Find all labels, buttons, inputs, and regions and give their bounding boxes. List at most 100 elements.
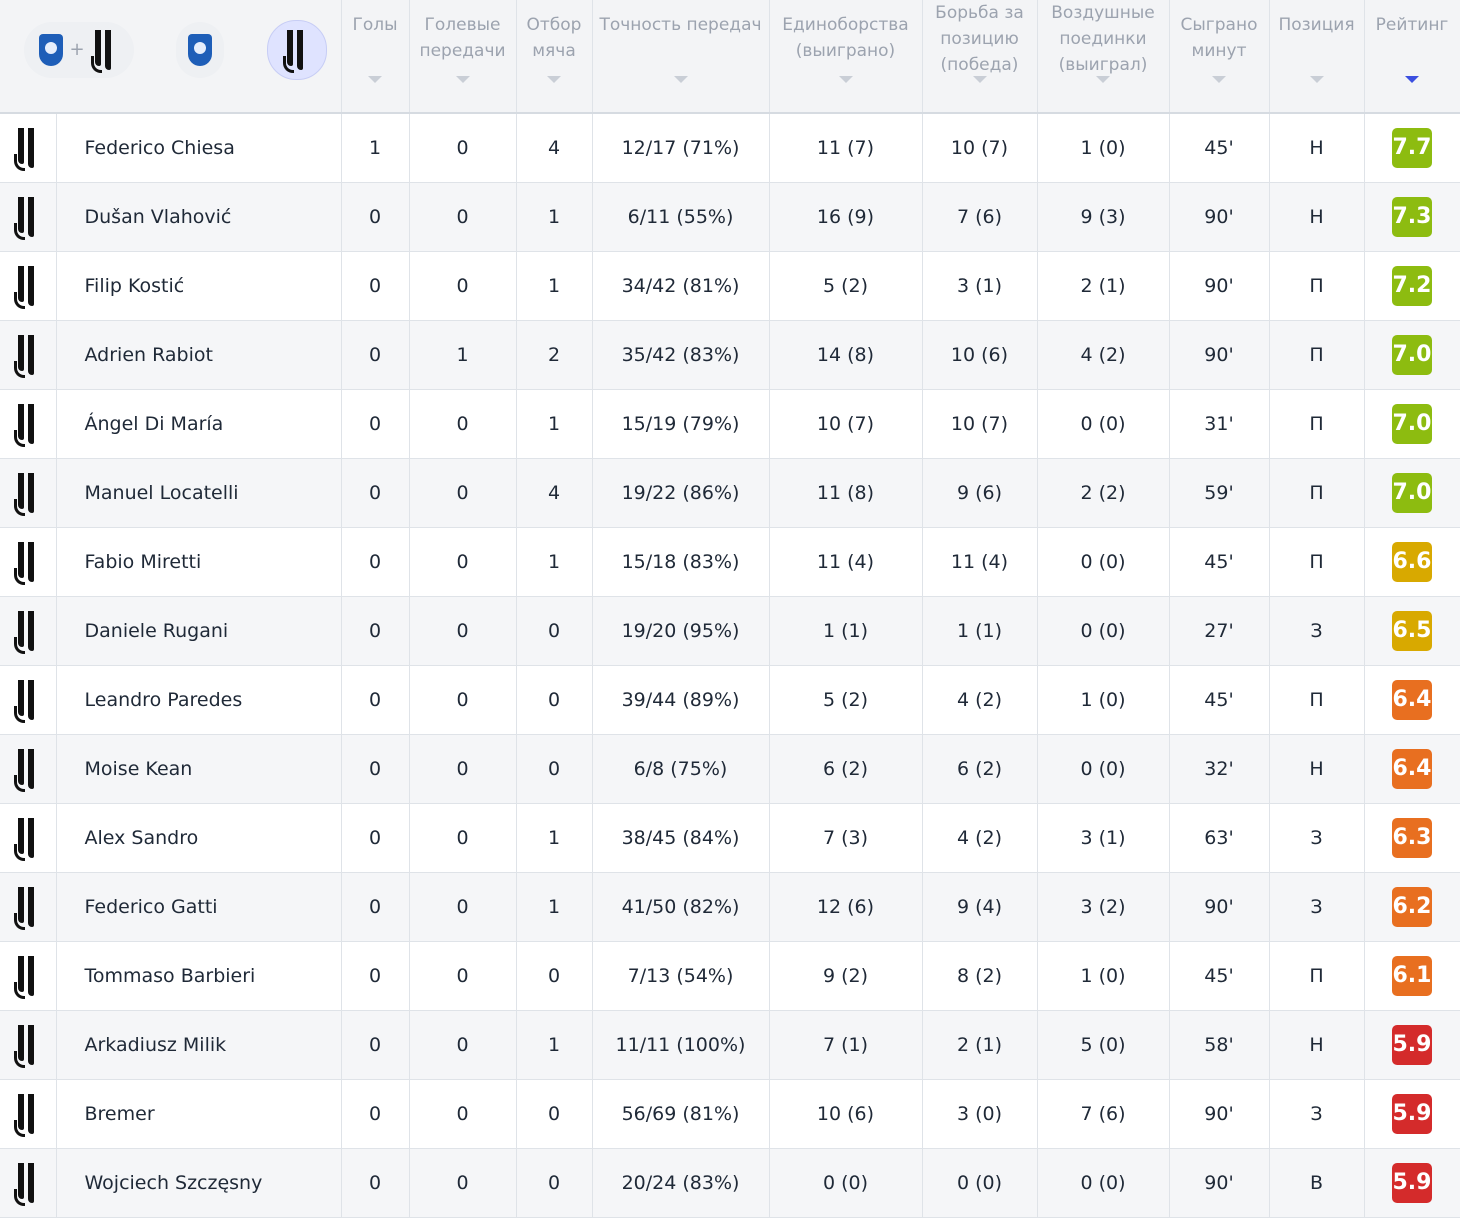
rating-cell: 6.4	[1364, 734, 1460, 803]
player-name[interactable]: Manuel Locatelli	[56, 458, 342, 527]
column-header-label: Воздушные поединки (выиграл)	[1051, 3, 1155, 75]
team-selector: +	[0, 0, 342, 114]
table-row[interactable]: Fabio Miretti 0 0 1 15/18 (83%) 11 (4) 11 (4) 0…	[0, 527, 1460, 596]
stat-aerial-duels: 9 (3)	[1037, 182, 1170, 251]
sort-arrow-icon	[455, 76, 470, 83]
rating-cell: 6.2	[1364, 872, 1460, 941]
player-name[interactable]: Filip Kostić	[56, 251, 342, 320]
stat-assists: 0	[409, 1010, 517, 1079]
stat-minutes: 58'	[1169, 1010, 1270, 1079]
plus-sign: +	[69, 39, 85, 60]
stat-assists: 1	[409, 320, 517, 389]
stat-aerial-duels: 0 (0)	[1037, 734, 1170, 803]
team-crest-cell	[0, 1010, 57, 1079]
stat-ground-duels: 1 (1)	[922, 596, 1038, 665]
stat-pass-accuracy: 39/44 (89%)	[592, 665, 770, 734]
column-header-label: Борьба за позицию (победа)	[935, 3, 1024, 75]
stat-assists: 0	[409, 182, 517, 251]
both-teams-button[interactable]: +	[24, 22, 134, 78]
stat-pass-accuracy: 15/18 (83%)	[592, 527, 770, 596]
column-header-rating[interactable]: Рейтинг	[1364, 0, 1460, 114]
juventus-crest-icon	[13, 196, 42, 240]
home-team-button[interactable]	[176, 22, 225, 78]
stat-goals: 0	[341, 803, 410, 872]
sort-arrow-icon	[1309, 76, 1324, 83]
stat-minutes: 90'	[1169, 182, 1270, 251]
player-name[interactable]: Daniele Rugani	[56, 596, 342, 665]
rating-badge: 5.9	[1392, 1162, 1432, 1203]
stat-duels: 14 (8)	[769, 320, 923, 389]
table-row[interactable]: Wojciech Szczęsny 0 0 0 20/24 (83%) 0 (0) 0 (0…	[0, 1148, 1460, 1217]
stat-assists: 0	[409, 1148, 517, 1217]
team-crest-cell	[0, 1079, 57, 1148]
column-header-position[interactable]: Позиция	[1269, 0, 1365, 114]
stat-aerial-duels: 3 (1)	[1037, 803, 1170, 872]
away-team-button[interactable]	[266, 20, 327, 80]
table-row[interactable]: Alex Sandro 0 0 1 38/45 (84%) 7 (3) 4 (2) 3 (1)…	[0, 803, 1460, 872]
stat-duels: 5 (2)	[769, 251, 923, 320]
stat-pass-accuracy: 34/42 (81%)	[592, 251, 770, 320]
stat-tackles: 1	[516, 803, 593, 872]
column-header-tackles[interactable]: Отбор мяча	[516, 0, 593, 114]
column-header-duels[interactable]: Единоборства (выиграно)	[769, 0, 923, 114]
stat-position: З	[1269, 803, 1365, 872]
player-name[interactable]: Arkadiusz Milik	[56, 1010, 342, 1079]
player-name[interactable]: Adrien Rabiot	[56, 320, 342, 389]
table-row[interactable]: Arkadiusz Milik 0 0 1 11/11 (100%) 7 (1) 2 (1)…	[0, 1010, 1460, 1079]
player-name[interactable]: Tommaso Barbieri	[56, 941, 342, 1010]
player-name[interactable]: Bremer	[56, 1079, 342, 1148]
player-name[interactable]: Fabio Miretti	[56, 527, 342, 596]
player-name[interactable]: Leandro Paredes	[56, 665, 342, 734]
table-row[interactable]: Ángel Di María 0 0 1 15/19 (79%) 10 (7) 10 (7)…	[0, 389, 1460, 458]
player-name[interactable]: Moise Kean	[56, 734, 342, 803]
stat-duels: 1 (1)	[769, 596, 923, 665]
column-header-assists[interactable]: Голевые передачи	[409, 0, 517, 114]
player-name[interactable]: Federico Chiesa	[56, 113, 342, 182]
stat-goals: 0	[341, 251, 410, 320]
rating-cell: 7.0	[1364, 320, 1460, 389]
table-row[interactable]: Federico Chiesa 1 0 4 12/17 (71%) 11 (7) 10 (7…	[0, 113, 1460, 182]
juventus-crest-icon	[13, 1024, 42, 1068]
rating-badge: 7.2	[1392, 265, 1432, 306]
column-header-goals[interactable]: Голы	[341, 0, 410, 114]
stat-ground-duels: 6 (2)	[922, 734, 1038, 803]
player-name[interactable]: Ángel Di María	[56, 389, 342, 458]
stat-goals: 0	[341, 1010, 410, 1079]
column-header-minutes[interactable]: Сыграно минут	[1169, 0, 1270, 114]
table-row[interactable]: Bremer 0 0 0 56/69 (81%) 10 (6) 3 (0) 7 (6) 90' З…	[0, 1079, 1460, 1148]
table-row[interactable]: Manuel Locatelli 0 0 4 19/22 (86%) 11 (8) 9 (6…	[0, 458, 1460, 527]
stat-tackles: 1	[516, 389, 593, 458]
table-row[interactable]: Federico Gatti 0 0 1 41/50 (82%) 12 (6) 9 (4) 3…	[0, 872, 1460, 941]
table-row[interactable]: Moise Kean 0 0 0 6/8 (75%) 6 (2) 6 (2) 0 (0) 32'…	[0, 734, 1460, 803]
stat-minutes: 45'	[1169, 113, 1270, 182]
stat-position: Н	[1269, 1010, 1365, 1079]
juventus-crest-icon	[13, 955, 42, 999]
stat-assists: 0	[409, 1079, 517, 1148]
table-row[interactable]: Adrien Rabiot 0 1 2 35/42 (83%) 14 (8) 10 (6) 4…	[0, 320, 1460, 389]
table-row[interactable]: Daniele Rugani 0 0 0 19/20 (95%) 1 (1) 1 (1) 0 …	[0, 596, 1460, 665]
stat-position: П	[1269, 320, 1365, 389]
stat-ground-duels: 0 (0)	[922, 1148, 1038, 1217]
stat-position: П	[1269, 389, 1365, 458]
table-row[interactable]: Leandro Paredes 0 0 0 39/44 (89%) 5 (2) 4 (2) 1…	[0, 665, 1460, 734]
table-row[interactable]: Filip Kostić 0 0 1 34/42 (81%) 5 (2) 3 (1) 2 (1…	[0, 251, 1460, 320]
column-header-label: Отбор мяча	[526, 15, 582, 61]
table-row[interactable]: Dušan Vlahović 0 0 1 6/11 (55%) 16 (9) 7 (6) 9 …	[0, 182, 1460, 251]
table-row[interactable]: Tommaso Barbieri 0 0 0 7/13 (54%) 9 (2) 8 (2) 1…	[0, 941, 1460, 1010]
stat-ground-duels: 11 (4)	[922, 527, 1038, 596]
team-crest-cell	[0, 665, 57, 734]
juventus-crest-icon	[13, 472, 42, 516]
column-header-label: Единоборства (выиграно)	[782, 15, 909, 61]
column-header-aerial_duels[interactable]: Воздушные поединки (выиграл)	[1037, 0, 1170, 114]
player-name[interactable]: Wojciech Szczęsny	[56, 1148, 342, 1217]
team-crest-cell	[0, 113, 57, 182]
column-header-pass_accuracy[interactable]: Точность передач	[592, 0, 770, 114]
stat-tackles: 4	[516, 113, 593, 182]
column-header-ground_duels[interactable]: Борьба за позицию (победа)	[922, 0, 1038, 114]
team-crest-cell	[0, 389, 57, 458]
stat-position: П	[1269, 665, 1365, 734]
player-name[interactable]: Alex Sandro	[56, 803, 342, 872]
player-name[interactable]: Federico Gatti	[56, 872, 342, 941]
stat-duels: 7 (3)	[769, 803, 923, 872]
player-name[interactable]: Dušan Vlahović	[56, 182, 342, 251]
